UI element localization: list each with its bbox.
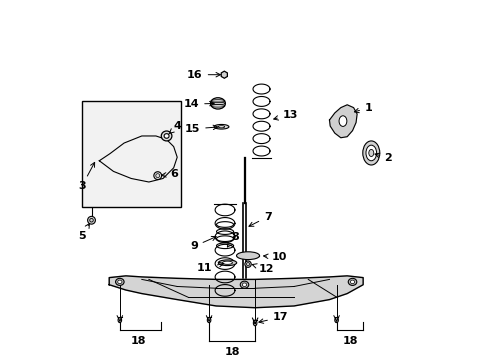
- Ellipse shape: [350, 280, 354, 284]
- Ellipse shape: [207, 318, 210, 323]
- Polygon shape: [329, 105, 356, 138]
- Ellipse shape: [218, 260, 236, 266]
- Polygon shape: [99, 136, 177, 182]
- Ellipse shape: [218, 126, 224, 128]
- Text: 14: 14: [183, 99, 214, 109]
- Ellipse shape: [87, 216, 95, 224]
- Ellipse shape: [242, 283, 246, 287]
- Ellipse shape: [244, 261, 251, 267]
- Ellipse shape: [161, 131, 172, 141]
- Text: 5: 5: [78, 224, 89, 241]
- Text: 15: 15: [184, 124, 217, 134]
- Text: 2: 2: [374, 153, 391, 163]
- Text: 6: 6: [161, 169, 178, 179]
- Text: 3: 3: [78, 162, 95, 191]
- Text: 18: 18: [130, 336, 146, 346]
- Text: 7: 7: [248, 212, 271, 226]
- Ellipse shape: [347, 278, 356, 285]
- Ellipse shape: [118, 318, 122, 323]
- Bar: [81, 100, 181, 207]
- Text: 1: 1: [354, 103, 372, 113]
- Ellipse shape: [214, 125, 228, 129]
- Ellipse shape: [236, 252, 259, 260]
- Ellipse shape: [362, 141, 379, 165]
- Text: 8: 8: [227, 231, 239, 247]
- Ellipse shape: [223, 74, 225, 76]
- Text: 11: 11: [196, 262, 224, 273]
- Ellipse shape: [368, 149, 373, 157]
- Polygon shape: [221, 71, 227, 78]
- Text: 18: 18: [224, 347, 240, 357]
- Ellipse shape: [115, 278, 124, 285]
- Text: 13: 13: [273, 110, 298, 120]
- Ellipse shape: [338, 116, 346, 126]
- Ellipse shape: [210, 98, 225, 109]
- Text: 12: 12: [252, 264, 274, 274]
- Text: 10: 10: [263, 252, 287, 262]
- Text: 18: 18: [342, 336, 358, 346]
- Ellipse shape: [118, 280, 122, 284]
- Ellipse shape: [154, 172, 162, 180]
- Ellipse shape: [365, 145, 376, 161]
- Text: 17: 17: [258, 312, 288, 323]
- Ellipse shape: [164, 134, 169, 138]
- Ellipse shape: [334, 318, 338, 323]
- Ellipse shape: [253, 320, 256, 326]
- Polygon shape: [109, 276, 363, 308]
- Ellipse shape: [222, 261, 232, 264]
- Ellipse shape: [240, 281, 248, 288]
- Text: 16: 16: [187, 70, 220, 80]
- Text: 9: 9: [189, 237, 216, 252]
- Text: 4: 4: [168, 121, 181, 134]
